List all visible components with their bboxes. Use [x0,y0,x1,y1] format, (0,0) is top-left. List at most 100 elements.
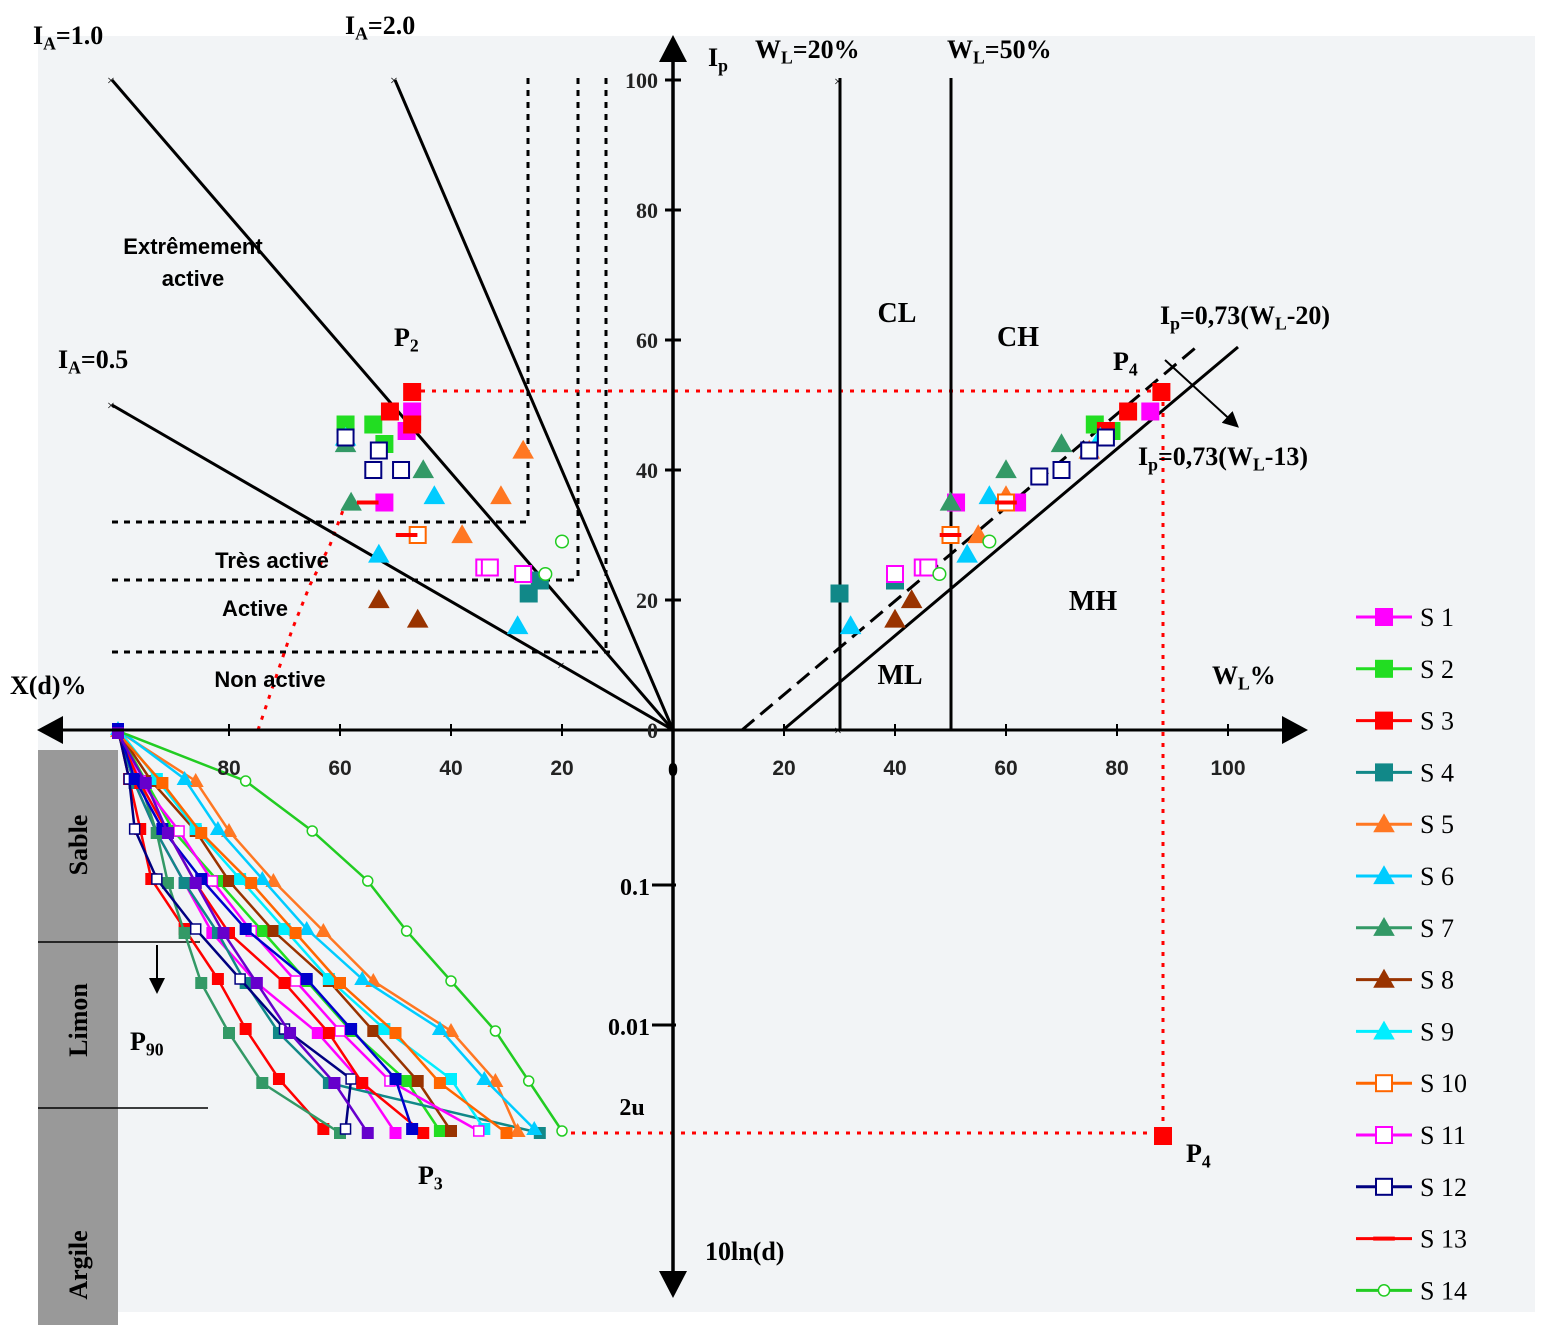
legend-item[interactable]: S 13 [1356,1225,1467,1254]
legend-label: S 8 [1420,966,1454,995]
gradation-marker [500,1127,513,1139]
activity-point-s3 [403,415,422,434]
activity-point-s7 [340,491,362,511]
gradation-marker [433,1125,446,1137]
legend-item[interactable]: S 11 [1356,1121,1466,1150]
plasticity-point-s3 [1152,383,1171,401]
plasticity-point-s11 [886,565,904,583]
point-label-p90: P90 [130,1027,164,1060]
gradation-marker [406,1123,419,1135]
plasticity-point-s12 [1030,467,1049,486]
ip-tick-label: 60 [636,328,658,353]
legend-marker [1373,917,1395,936]
ln-tick-label: 0.1 [620,875,650,901]
legend-item[interactable]: S 1 [1356,603,1454,632]
gradation-marker [173,825,185,837]
gradation-marker [128,823,141,835]
legend-marker [1373,1236,1395,1241]
gradation-marker [311,1027,324,1039]
guide-line-p90 [256,504,347,731]
legend-marker [1375,711,1393,730]
gradation-marker [522,1075,535,1087]
activity-point-s7 [412,459,435,479]
gradation-marker [239,923,252,935]
legend-item[interactable]: S 12 [1356,1173,1467,1202]
activity-point-s5 [451,524,473,544]
legend-item[interactable]: S 5 [1356,810,1454,839]
ln-tick-label-2u: 2u [619,1095,644,1121]
gradation-marker [526,1121,543,1135]
activity-zone-label: Extrêmement [123,234,263,259]
gradation-marker [445,1073,457,1085]
legend-label: S 9 [1420,1017,1454,1046]
legend-item[interactable]: S 3 [1356,707,1454,736]
plasticity-point-s8 [884,608,906,628]
gradation-marker [417,1127,430,1139]
legend-label: S 12 [1420,1173,1467,1202]
gradation-marker [300,973,313,985]
xd-axis-label: X(d)% [10,671,87,700]
activity-point-s14 [538,566,553,582]
activity-zone-label: Active [222,596,288,621]
activity-point-s2 [364,415,383,434]
gradation-marker [328,1077,341,1089]
activity-point-s3 [403,383,422,401]
legend-marker [1375,1126,1393,1144]
gradation-marker [356,1077,369,1089]
gradation-marker [272,1073,285,1085]
gradation-marker [315,923,332,937]
gradation-marker [239,775,252,787]
legend-item[interactable]: S 2 [1356,655,1454,684]
activity-point-s8 [368,589,390,609]
label-pointer-arrow [1164,359,1239,428]
plasticity-point-s6 [956,543,978,563]
activity-line-label-1: IA=1.0 [33,21,103,54]
gradation-marker [195,827,208,839]
activity-point-s6 [506,615,529,635]
gradation-marker [256,925,269,937]
gradation-marker [433,1077,446,1089]
activity-line-2-0 [393,79,675,731]
legend-marker [1373,968,1395,988]
gradation-marker [367,1025,380,1037]
gradation-marker [411,1075,424,1087]
gradation-marker [239,1023,252,1035]
activity-point-s12 [364,461,383,479]
gradation-marker [234,973,246,985]
legend-item[interactable]: S 14 [1356,1276,1467,1305]
legend-label: S 6 [1420,862,1454,891]
gradation-marker [254,871,271,885]
legend-marker [1375,763,1393,782]
legend-item[interactable]: S 7 [1356,914,1454,943]
legend-item[interactable]: S 8 [1356,966,1454,995]
legend-marker [1375,659,1393,678]
gradation-marker [445,975,457,987]
gradation-marker [156,777,169,789]
gradation-marker [362,875,374,887]
soil-class-label-argile: Argile [64,1230,93,1299]
activity-line-endpoint: × [107,399,115,414]
gradation-marker [306,825,318,837]
plasticity-point-s11 [919,558,938,577]
gradation-marker [189,877,202,889]
legend-item[interactable]: S 10 [1356,1069,1467,1098]
gradation-marker [209,821,226,835]
wl-20-label: WL=20% [755,35,860,68]
legend-item[interactable]: S 4 [1356,758,1454,787]
legend-label: S 1 [1420,603,1454,632]
xd-tick-label: 40 [439,757,462,780]
wl-tick-label: 40 [883,757,906,780]
activity-point-s12 [336,428,355,447]
gradation-marker [176,771,193,785]
soil-class-label-sable: Sable [64,815,93,876]
plasticity-point-s1 [1141,402,1160,421]
legend-item[interactable]: S 6 [1356,862,1454,891]
gradation-marker [284,1027,297,1039]
activity-point-s12 [392,461,411,479]
gradation-marker [211,973,224,985]
plasticity-point-s12 [1080,441,1099,460]
xd-tick-label: 60 [328,757,351,780]
wl-line-marker: × [834,75,842,90]
plasticity-point-s7 [1050,433,1073,453]
legend-item[interactable]: S 9 [1356,1017,1454,1046]
